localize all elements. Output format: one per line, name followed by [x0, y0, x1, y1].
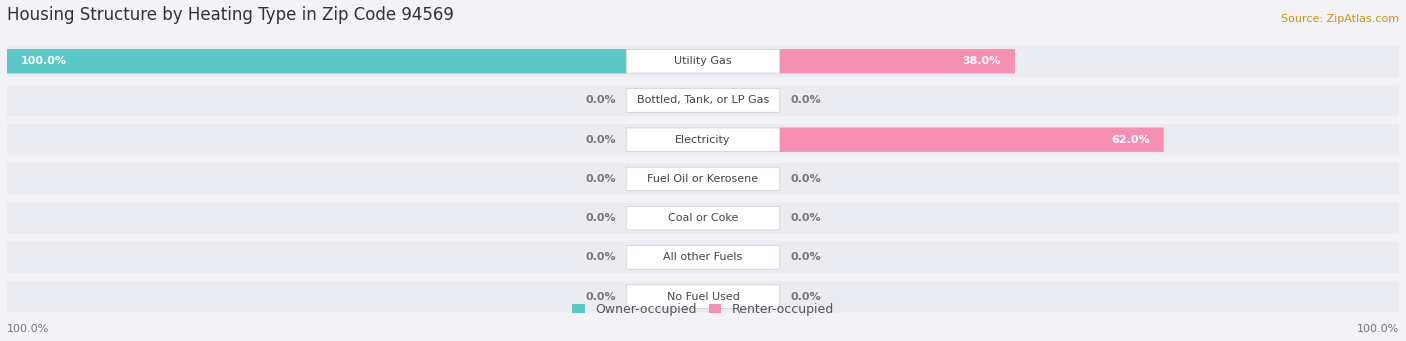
Text: Utility Gas: Utility Gas [675, 56, 731, 66]
Legend: Owner-occupied, Renter-occupied: Owner-occupied, Renter-occupied [568, 298, 838, 321]
FancyBboxPatch shape [626, 246, 780, 269]
Text: 0.0%: 0.0% [790, 292, 821, 301]
FancyBboxPatch shape [7, 281, 1399, 312]
FancyBboxPatch shape [626, 206, 780, 230]
FancyBboxPatch shape [779, 128, 1164, 152]
Text: 0.0%: 0.0% [585, 95, 616, 105]
Text: All other Fuels: All other Fuels [664, 252, 742, 262]
Text: 0.0%: 0.0% [790, 95, 821, 105]
Text: Source: ZipAtlas.com: Source: ZipAtlas.com [1281, 14, 1399, 24]
FancyBboxPatch shape [626, 128, 780, 151]
Text: 100.0%: 100.0% [21, 56, 67, 66]
FancyBboxPatch shape [7, 85, 1399, 116]
FancyBboxPatch shape [7, 46, 1399, 77]
FancyBboxPatch shape [626, 49, 780, 73]
Text: Housing Structure by Heating Type in Zip Code 94569: Housing Structure by Heating Type in Zip… [7, 6, 454, 24]
Text: 0.0%: 0.0% [585, 174, 616, 184]
Text: 0.0%: 0.0% [790, 213, 821, 223]
Text: 0.0%: 0.0% [790, 174, 821, 184]
Text: Bottled, Tank, or LP Gas: Bottled, Tank, or LP Gas [637, 95, 769, 105]
Text: 0.0%: 0.0% [585, 135, 616, 145]
Text: 38.0%: 38.0% [963, 56, 1001, 66]
FancyBboxPatch shape [779, 49, 1015, 73]
Text: Electricity: Electricity [675, 135, 731, 145]
Text: No Fuel Used: No Fuel Used [666, 292, 740, 301]
Text: 0.0%: 0.0% [585, 213, 616, 223]
Text: 62.0%: 62.0% [1111, 135, 1150, 145]
Text: 0.0%: 0.0% [585, 252, 616, 262]
FancyBboxPatch shape [7, 124, 1399, 155]
FancyBboxPatch shape [626, 285, 780, 308]
FancyBboxPatch shape [626, 167, 780, 191]
Text: 100.0%: 100.0% [7, 324, 49, 334]
Text: 0.0%: 0.0% [585, 292, 616, 301]
Text: Fuel Oil or Kerosene: Fuel Oil or Kerosene [647, 174, 759, 184]
Text: 0.0%: 0.0% [790, 252, 821, 262]
FancyBboxPatch shape [7, 49, 627, 73]
FancyBboxPatch shape [7, 163, 1399, 195]
Text: 100.0%: 100.0% [1357, 324, 1399, 334]
FancyBboxPatch shape [626, 89, 780, 112]
FancyBboxPatch shape [7, 242, 1399, 273]
FancyBboxPatch shape [7, 203, 1399, 234]
Text: Coal or Coke: Coal or Coke [668, 213, 738, 223]
